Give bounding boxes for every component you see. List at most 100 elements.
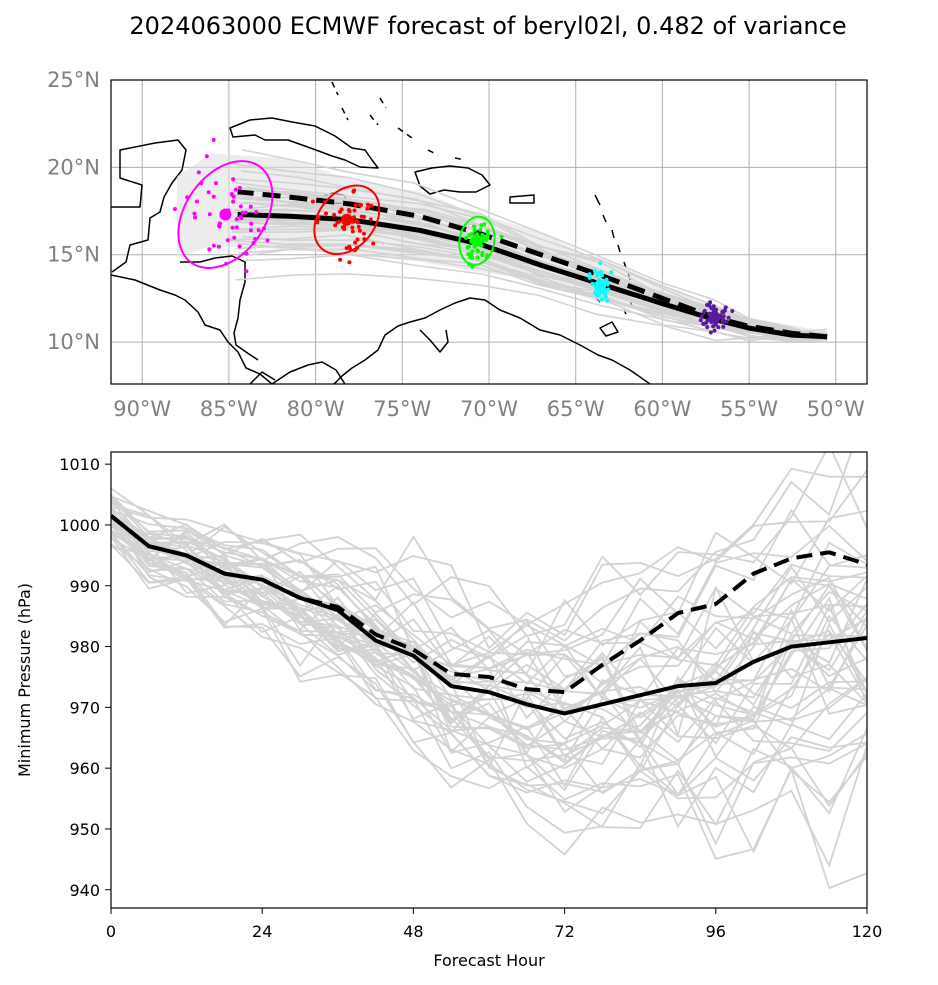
cluster-point [708, 300, 713, 305]
ensemble-pressure-line [111, 519, 867, 788]
cluster-point [211, 194, 216, 199]
cluster-point [352, 208, 357, 213]
y-tick-label: 960 [69, 759, 100, 778]
cluster-point [359, 214, 364, 219]
coastline-panama [271, 361, 346, 384]
cluster-point [604, 277, 609, 282]
cluster-point [705, 325, 710, 330]
cluster-point [346, 208, 351, 212]
ensemble-pressure-line [111, 507, 867, 668]
ensemble-pressure-line [111, 532, 867, 854]
cluster-point [347, 260, 352, 265]
lon-tick-label: 65°W [547, 397, 605, 421]
coastline-bahamas [331, 81, 466, 161]
lon-tick-label: 90°W [113, 397, 171, 421]
pressure-main-lines [111, 514, 867, 716]
cluster-point [352, 188, 357, 193]
coastline-cuba [229, 117, 379, 169]
deterministic-track [237, 189, 828, 340]
cluster-point [207, 247, 212, 252]
lon-tick-label: 50°W [807, 397, 865, 421]
coastline-maracaibo [419, 329, 449, 353]
coastline-central-america [111, 139, 276, 384]
cluster-point [243, 210, 248, 215]
cluster-ellipse [313, 184, 381, 256]
cluster-point [698, 318, 703, 323]
cluster-point [231, 177, 236, 182]
cluster-ellipse [458, 215, 496, 266]
cluster-point [310, 199, 315, 204]
position-clusters [173, 137, 735, 335]
main-tracks [237, 189, 828, 340]
map-tick-labels: 90°W 85°W 80°W 75°W 70°W 65°W 60°W 55°W 50°W 10°N… [47, 68, 865, 421]
x-tick-label: 120 [852, 922, 883, 941]
ensemble-pressure-line [111, 452, 867, 638]
coastline-south-america [333, 297, 651, 384]
cluster-point [336, 219, 341, 224]
pressure-ticks: 0 24 48 72 96 120 940 950 960 970 980 990 1000 1010 [59, 455, 882, 941]
cluster-point [599, 270, 603, 275]
cluster-center [219, 208, 232, 221]
cluster-point [225, 238, 230, 243]
lon-tick-label: 60°W [633, 397, 691, 421]
cluster-2 [458, 215, 504, 269]
cluster-point [173, 207, 177, 211]
cluster-point [470, 255, 475, 260]
cluster-point [368, 217, 373, 222]
cluster-point [485, 229, 490, 234]
ensemble-pressure-line [111, 515, 867, 846]
cluster-point [478, 227, 483, 232]
cluster-point [699, 314, 704, 319]
cluster-point [482, 222, 487, 227]
cluster-4 [698, 300, 735, 335]
cluster-point [499, 234, 504, 239]
cluster-point [216, 244, 221, 249]
cluster-point [720, 310, 725, 314]
cluster-point [470, 264, 475, 269]
cluster-point [475, 255, 480, 260]
chart-title: 2024063000 ECMWF forecast of beryl02l, 0… [129, 12, 847, 40]
cluster-point [472, 228, 477, 233]
cluster-point [350, 225, 355, 230]
ensemble-track [238, 248, 828, 341]
cluster-point [371, 241, 376, 246]
cluster-point [333, 223, 338, 228]
cluster-point [712, 328, 717, 333]
cluster-point [467, 244, 471, 249]
cluster-point [194, 199, 199, 204]
cluster-center [340, 213, 353, 226]
cluster-point [485, 232, 490, 237]
lat-tick-label: 15°N [47, 243, 100, 267]
cluster-point [723, 305, 728, 310]
cluster-point [476, 249, 481, 254]
cluster-point [206, 190, 211, 195]
lon-tick-label: 80°W [287, 397, 345, 421]
cluster-point [353, 203, 358, 208]
cluster-point [340, 225, 345, 230]
ensemble-track [245, 253, 828, 342]
cluster-0 [173, 137, 274, 274]
cluster-ellipse [177, 160, 274, 269]
cluster-point [603, 289, 608, 294]
cluster-point [480, 232, 485, 237]
cluster-point [479, 223, 484, 228]
cluster-point [193, 215, 198, 220]
cluster-point [598, 261, 603, 266]
cluster-point [726, 315, 731, 320]
cluster-point [603, 292, 608, 297]
cluster-point [234, 217, 239, 222]
mean-pressure-line [111, 514, 867, 716]
cluster-point [587, 275, 592, 280]
cluster-point [204, 154, 209, 159]
y-tick-label: 950 [69, 820, 100, 839]
y-tick-label: 990 [69, 577, 100, 596]
ensemble-pressure-line [111, 517, 867, 701]
pressure-frame [110, 451, 868, 909]
ensemble-track [236, 242, 828, 338]
pressure-panel: 0 24 48 72 96 120 940 950 960 970 980 990 1000 1010 F… [15, 451, 882, 970]
cluster-point [482, 238, 487, 243]
cluster-point [256, 228, 261, 233]
ensemble-pressure-line [111, 518, 867, 770]
ensemble-pressure-line [111, 514, 867, 792]
x-axis-label: Forecast Hour [433, 951, 545, 970]
